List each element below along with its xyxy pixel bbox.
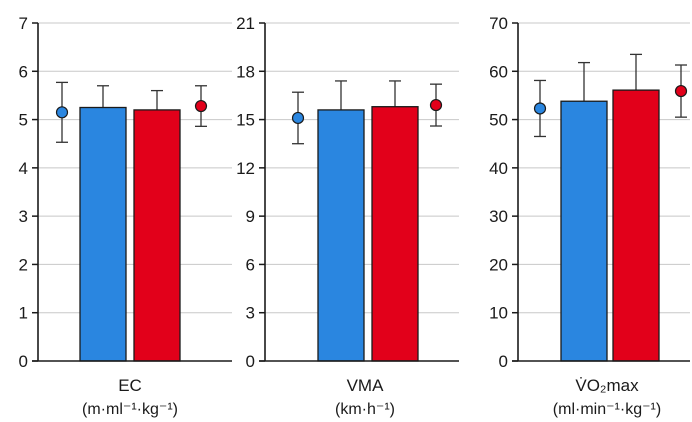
x-axis-label: VMA: [347, 376, 385, 395]
x-axis-unit: (m·ml⁻¹·kg⁻¹): [82, 401, 178, 418]
y-tick-label: 3: [19, 207, 28, 226]
dot-red: [429, 98, 443, 112]
y-tick-label: 1: [19, 304, 28, 323]
y-tick-label: 12: [236, 159, 255, 178]
y-tick-label: 3: [246, 304, 255, 323]
chart-panel-2: 0 3 6 9 12 15 18 21 VMA (km·h⁻¹): [236, 14, 459, 418]
bar-blue: [317, 109, 365, 362]
y-tick-label: 18: [236, 62, 255, 81]
y-tick-label: 9: [246, 207, 255, 226]
dot-red: [674, 84, 688, 98]
x-axis-label: EC: [118, 376, 142, 395]
chart-panel-3: 0 10 20 30 40 50 60 70 V̇O₂max (ml·min⁻¹·kg⁻¹): [489, 14, 690, 418]
y-tick-label: 30: [489, 207, 508, 226]
dot-blue: [533, 102, 547, 115]
x-axis-unit: (km·h⁻¹): [335, 401, 395, 418]
bar-blue: [560, 100, 608, 362]
x-axis-label: V̇O₂max: [575, 376, 639, 395]
y-tick-label: 21: [236, 14, 255, 33]
y-tick-label: 6: [246, 255, 255, 274]
y-tick-label: 50: [489, 111, 508, 130]
y-tick-label: 10: [489, 304, 508, 323]
y-tick-label: 2: [19, 255, 28, 274]
dot-blue: [55, 106, 69, 119]
dot-red: [194, 99, 208, 113]
y-tick-label: 40: [489, 159, 508, 178]
x-axis-unit: (ml·min⁻¹·kg⁻¹): [553, 401, 661, 418]
bar-red: [133, 109, 181, 362]
y-tick-label: 20: [489, 255, 508, 274]
y-tick-label: 5: [19, 111, 28, 130]
bar-blue: [79, 106, 127, 362]
y-tick-label: 60: [489, 62, 508, 81]
bar-red: [612, 89, 660, 362]
y-tick-label: 15: [236, 111, 255, 130]
y-tick-label: 0: [19, 352, 28, 371]
y-tick-label: 6: [19, 62, 28, 81]
y-tick-label: 4: [19, 159, 28, 178]
dot-blue: [291, 111, 305, 125]
y-tick-label: 70: [489, 14, 508, 33]
y-tick-label: 0: [499, 352, 508, 371]
chart-panel-1: 0 1 2 3 4 5 6 7 EC (m·ml⁻¹·kg⁻¹): [19, 14, 232, 418]
y-tick-label: 7: [19, 14, 28, 33]
bar-red: [371, 106, 419, 362]
y-tick-label: 0: [246, 352, 255, 371]
